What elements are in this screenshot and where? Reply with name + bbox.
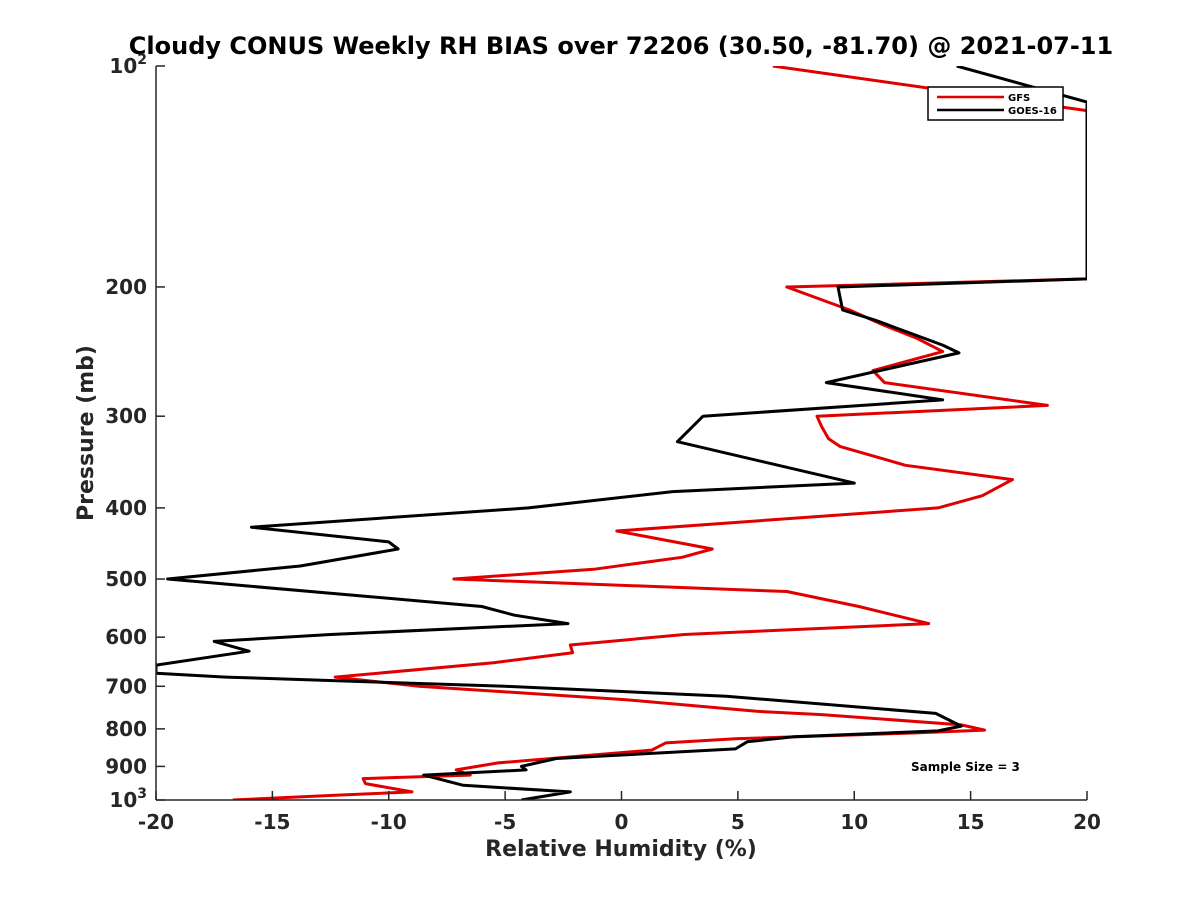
axes-layer: -20 -15 -10 -5 0 5 10 15 20 102 200 300 400 500 600 700… [105,52,1101,834]
y-axis-title: Pressure (mb) [74,345,99,521]
x-tick-label: 0 [615,810,629,834]
x-tick-label: 20 [1073,810,1101,834]
legend: GFS GOES-16 [927,86,1064,121]
chart-title: Cloudy CONUS Weekly RH BIAS over 72206 (… [129,32,1113,60]
legend-label-goes16: GOES-16 [1008,106,1057,117]
y-tick-label: 700 [105,674,147,698]
legend-label-gfs: GFS [1008,93,1030,104]
y-tick-label: 200 [105,275,147,299]
x-tick-label: 10 [840,810,868,834]
series-line-goes16 [156,66,1087,800]
y-tick-label: 500 [105,567,147,591]
y-tick-label: 900 [105,754,147,778]
plot-area: -20 -15 -10 -5 0 5 10 15 20 102 200 300 400 500 600 700… [105,52,1101,834]
x-tick-label: -10 [371,810,407,834]
x-tick-label: -15 [254,810,290,834]
x-tick-label: 5 [731,810,745,834]
x-tick-label: 15 [957,810,985,834]
y-tick-label: 102 [109,52,147,78]
x-tick-label: -5 [494,810,516,834]
sample-size-annotation: Sample Size = 3 [911,760,1020,774]
series-layer [156,66,1087,800]
x-axis-title: Relative Humidity (%) [485,837,757,862]
x-tick-label: -20 [138,810,174,834]
y-tick-label: 300 [105,404,147,428]
y-tick-label: 400 [105,496,147,520]
y-tick-label: 103 [109,786,147,812]
y-tick-label: 800 [105,717,147,741]
legend-box [927,86,1064,121]
y-tick-label: 600 [105,625,147,649]
